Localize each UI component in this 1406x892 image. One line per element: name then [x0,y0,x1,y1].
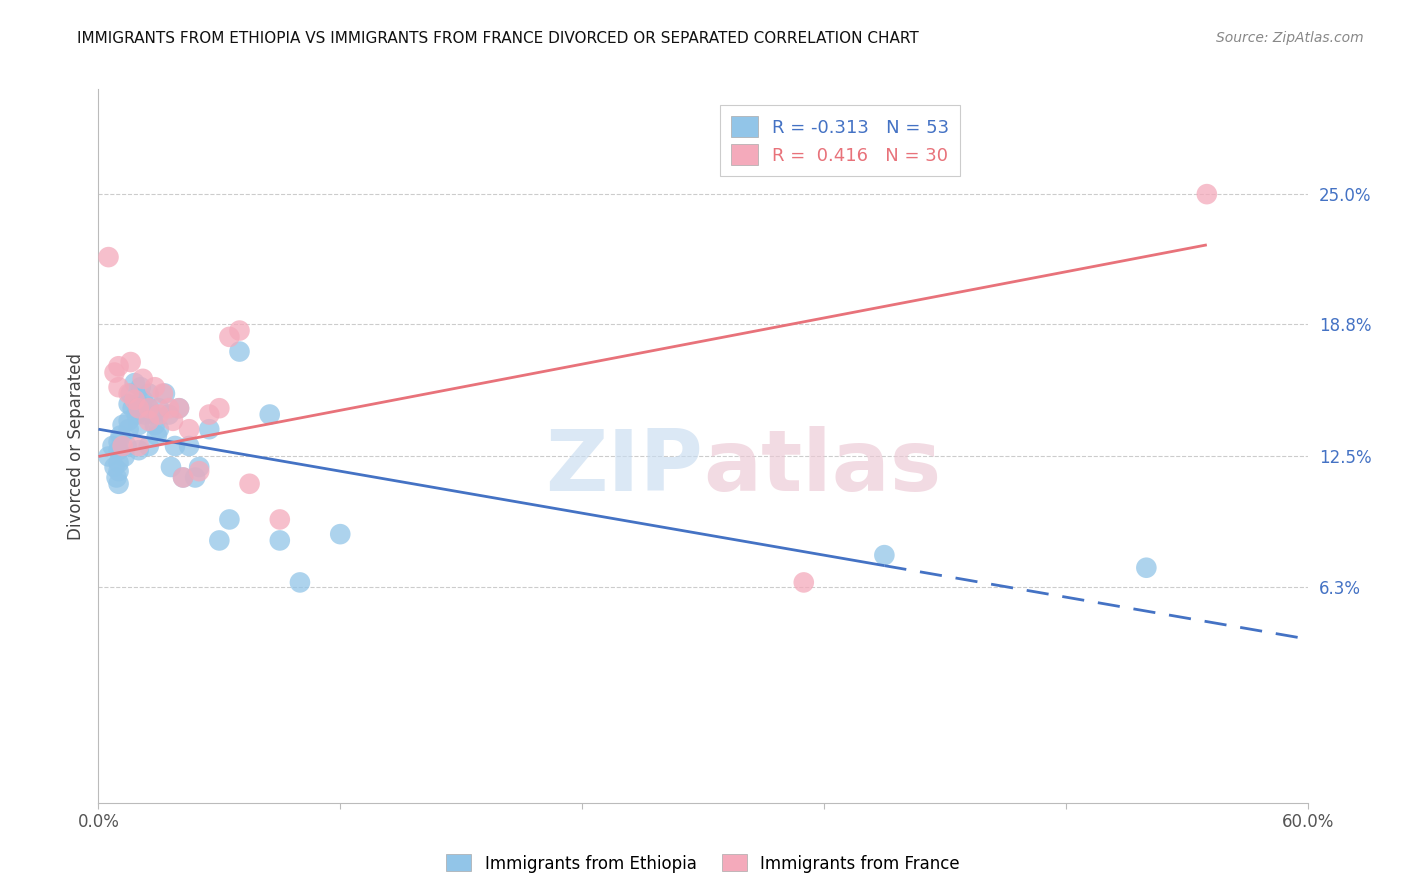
Point [101,439,124,453]
Legend: R = -0.313   N = 53, R =  0.416   N = 30: R = -0.313 N = 53, R = 0.416 N = 30 [720,105,960,176]
Point [128,439,150,453]
Point [134,408,156,422]
Point [138,401,160,416]
Point [143,417,166,432]
Point [152,386,174,401]
Point [103,366,125,380]
Point [146,428,169,442]
Point [288,575,311,590]
Point [160,460,183,475]
Point [138,401,160,416]
Point [107,434,129,449]
Point [138,414,160,428]
Point [793,575,815,590]
Y-axis label: Divorced or Separated: Divorced or Separated [66,352,84,540]
Point [118,422,141,436]
Point [107,443,129,458]
Point [269,512,291,526]
Text: Source: ZipAtlas.com: Source: ZipAtlas.com [1216,31,1364,45]
Point [128,397,150,411]
Point [179,439,201,453]
Point [172,470,194,484]
Point [198,422,221,436]
Point [138,386,160,401]
Point [162,414,184,428]
Point [97,450,120,464]
Point [118,414,141,428]
Point [148,401,170,416]
Point [167,401,190,416]
Text: atlas: atlas [703,425,941,509]
Point [163,439,186,453]
Point [121,401,143,416]
Point [1135,560,1157,574]
Point [115,439,138,453]
Point [172,470,194,484]
Point [143,380,166,394]
Point [118,386,141,401]
Point [198,408,221,422]
Point [157,401,180,416]
Point [128,443,150,458]
Point [218,512,240,526]
Point [157,408,180,422]
Point [153,386,176,401]
Point [208,401,231,416]
Point [188,460,211,475]
Point [128,417,150,432]
Point [107,464,129,478]
Point [148,422,170,436]
Point [259,408,281,422]
Point [111,439,134,453]
Point [103,460,125,475]
Point [218,330,240,344]
Point [107,380,129,394]
Point [184,470,207,484]
Point [873,548,896,562]
Point [107,476,129,491]
Point [1195,187,1218,202]
Point [110,428,132,442]
Point [107,359,129,374]
Text: IMMIGRANTS FROM ETHIOPIA VS IMMIGRANTS FROM FRANCE DIVORCED OR SEPARATED CORRELA: IMMIGRANTS FROM ETHIOPIA VS IMMIGRANTS F… [77,31,920,46]
Point [128,401,150,416]
Text: ZIP: ZIP [546,425,703,509]
Point [132,372,155,386]
Point [208,533,231,548]
Point [118,397,141,411]
Point [105,470,128,484]
Point [228,324,250,338]
Point [111,417,134,432]
Point [132,392,155,407]
Point [167,401,190,416]
Point [188,464,211,478]
Point [114,450,136,464]
Point [228,344,250,359]
Point [97,250,120,264]
Point [142,408,165,422]
Point [129,380,152,394]
Point [124,392,146,407]
Point [125,408,148,422]
Point [329,527,352,541]
Legend: Immigrants from Ethiopia, Immigrants from France: Immigrants from Ethiopia, Immigrants fro… [440,847,966,880]
Point [148,408,170,422]
Point [120,355,142,369]
Point [124,376,146,390]
Point [269,533,291,548]
Point [107,456,129,470]
Point [179,422,201,436]
Point [120,386,142,401]
Point [138,439,160,453]
Point [239,476,262,491]
